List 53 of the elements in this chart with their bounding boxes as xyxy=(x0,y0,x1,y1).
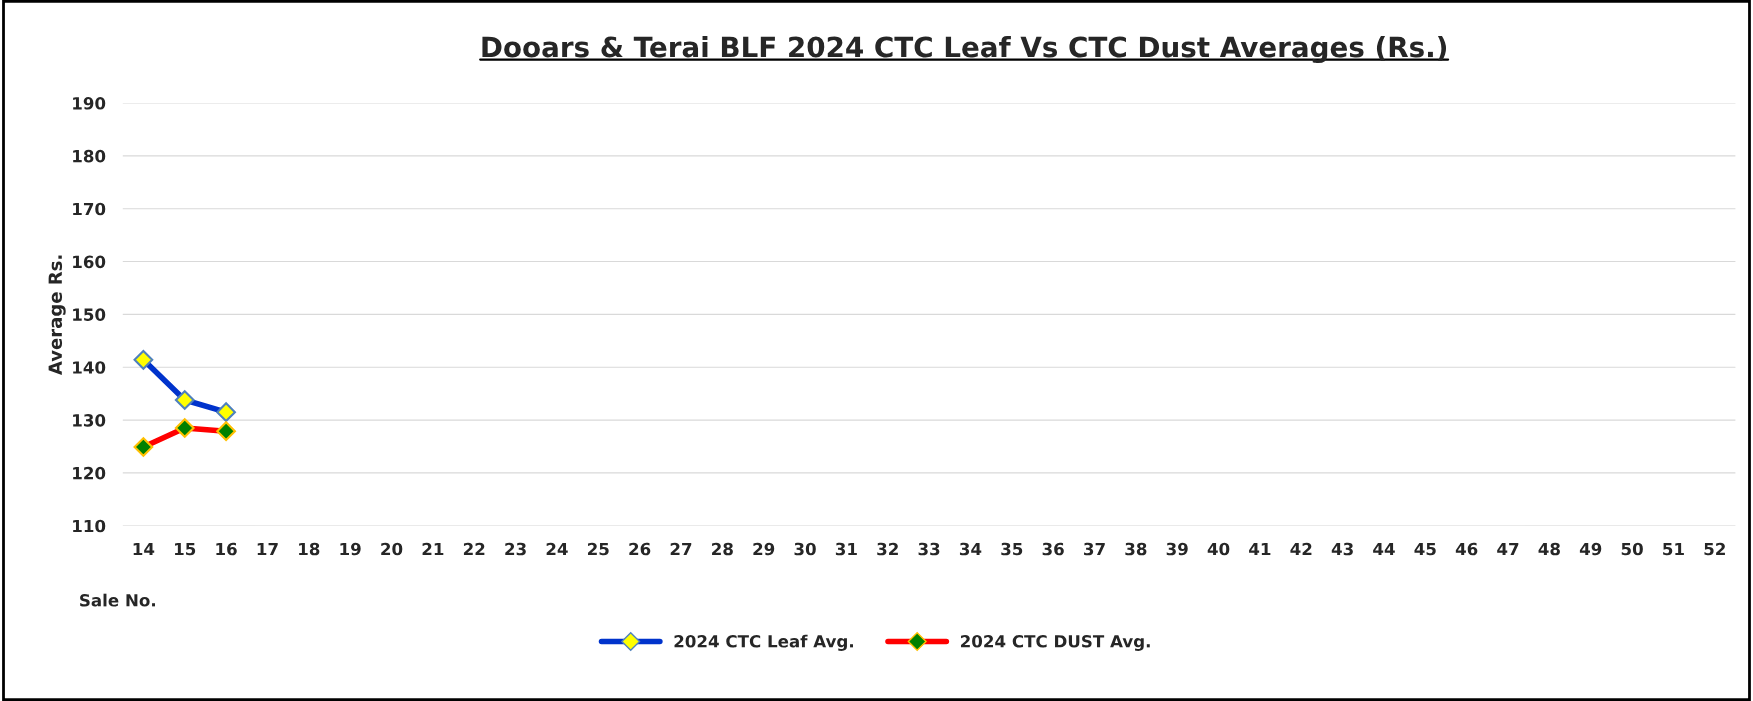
x-tick-label: 43 xyxy=(1331,542,1353,556)
x-tick-label: 26 xyxy=(629,542,651,556)
x-tick-label: 51 xyxy=(1663,542,1684,556)
x-tick-label: 30 xyxy=(794,542,816,556)
x-tick-label: 21 xyxy=(422,542,444,556)
x-tick-label: 27 xyxy=(670,542,692,556)
x-tick-label: 17 xyxy=(257,542,278,556)
x-tick-label: 44 xyxy=(1373,542,1395,556)
y-axis-title: Average Rs. xyxy=(48,255,66,375)
x-tick-label: 14 xyxy=(133,542,155,556)
x-tick-label: 47 xyxy=(1497,542,1519,556)
x-tick-label: 46 xyxy=(1455,542,1478,556)
y-tick-label: 190 xyxy=(73,97,106,110)
x-tick-label: 31 xyxy=(835,542,857,556)
x-tick-label: 39 xyxy=(1166,542,1188,556)
x-tick-label: 16 xyxy=(216,542,237,556)
y-tick-label: 110 xyxy=(73,519,106,533)
x-tick-label: 15 xyxy=(175,542,196,556)
y-tick-label: 130 xyxy=(73,414,106,427)
x-tick-label: 40 xyxy=(1207,542,1230,556)
y-tick-label: 170 xyxy=(73,202,106,216)
y-tick-label: 150 xyxy=(73,308,106,321)
x-tick-label: 29 xyxy=(753,542,775,556)
x-tick-label: 48 xyxy=(1538,542,1560,556)
y-tick-label: 140 xyxy=(73,361,106,374)
x-tick-label: 23 xyxy=(505,542,526,556)
x-tick-label: 52 xyxy=(1704,542,1725,556)
x-tick-label: 45 xyxy=(1414,542,1436,556)
x-tick-label: 36 xyxy=(1042,542,1064,556)
x-tick-label: 28 xyxy=(712,542,733,556)
x-tick-label: 19 xyxy=(340,542,361,556)
x-tick-label: 37 xyxy=(1084,542,1105,556)
x-tick-label: 34 xyxy=(959,542,982,556)
x-tick-label: 24 xyxy=(546,542,568,556)
x-tick-label: 35 xyxy=(1001,542,1023,556)
x-tick-label: 38 xyxy=(1125,542,1147,556)
legend-label: 2024 CTC DUST Avg. xyxy=(960,634,1150,651)
x-tick-label: 41 xyxy=(1249,542,1271,556)
x-tick-label: 22 xyxy=(463,542,485,556)
x-tick-label: 33 xyxy=(918,542,940,556)
x-tick-label: 18 xyxy=(299,542,320,556)
chart-title: Dooars & Terai BLF 2024 CTC Leaf Vs CTC Dust Averages (Rs.) xyxy=(482,35,1447,64)
y-tick-label: 120 xyxy=(73,466,106,480)
x-tick-label: 20 xyxy=(381,542,403,556)
x-tick-label: 25 xyxy=(587,542,609,556)
x-axis-title: Sale No. xyxy=(80,593,155,607)
y-tick-label: 180 xyxy=(73,149,106,163)
y-tick-label: 160 xyxy=(73,255,106,269)
legend-label: 2024 CTC Leaf Avg. xyxy=(674,634,853,651)
x-tick-label: 42 xyxy=(1290,542,1312,556)
x-tick-label: 49 xyxy=(1579,542,1602,556)
x-tick-label: 50 xyxy=(1621,542,1643,556)
x-tick-label: 32 xyxy=(877,542,898,556)
